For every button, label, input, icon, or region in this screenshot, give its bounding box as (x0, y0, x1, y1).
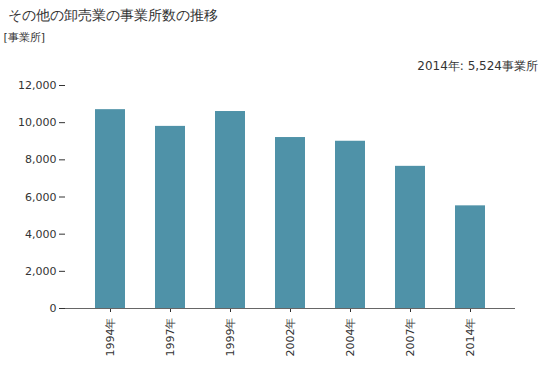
html-text:2014年: 5,524事業所: 2014年: 5,524事業所 (417, 59, 538, 73)
svg-text:4,000: 4,000 (25, 228, 57, 241)
svg-text:10,000: 10,000 (18, 116, 57, 129)
svg-text:2007年: 2007年 (404, 318, 417, 357)
svg-text:2004年: 2004年 (344, 318, 357, 357)
svg-text:12,000: 12,000 (18, 79, 57, 92)
svg-text:6,000: 6,000 (25, 191, 57, 204)
svg-text:2002年: 2002年 (284, 318, 297, 357)
svg-text:1997年: 1997年 (164, 318, 177, 357)
svg-text:1994年: 1994年 (104, 318, 117, 357)
html-text:その他の卸売業の事業所数の推移: その他の卸売業の事業所数の推移 (8, 7, 218, 23)
svg-text:0: 0 (50, 302, 57, 315)
svg-text:8,000: 8,000 (25, 153, 57, 166)
svg-text:2014年: 2014年 (464, 318, 477, 357)
svg-text:[事業所]: [事業所] (4, 31, 46, 44)
svg-text:1999年: 1999年 (224, 318, 237, 357)
svg-text:2,000: 2,000 (25, 265, 57, 278)
